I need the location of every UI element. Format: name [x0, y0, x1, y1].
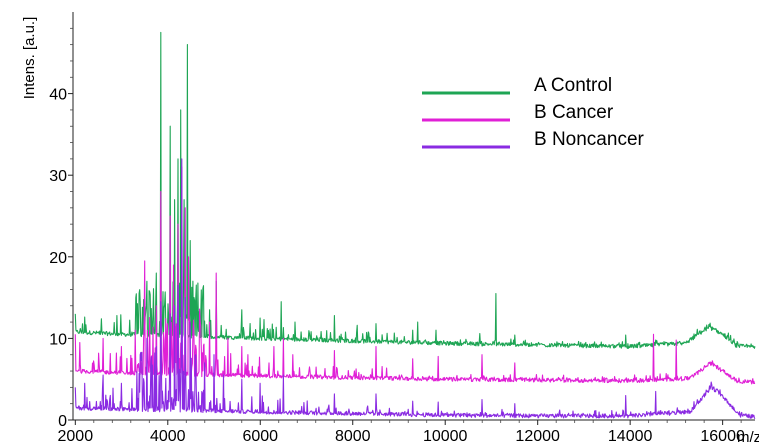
x-tick-label: 14000 [608, 428, 653, 444]
x-tick-label: 4000 [150, 428, 186, 444]
series-line-2 [74, 166, 756, 385]
series-line-3 [74, 158, 756, 420]
x-tick-label: 6000 [242, 428, 278, 444]
legend-label-2: B Cancer [534, 102, 614, 123]
y-tick-label: 10 [49, 331, 67, 348]
y-tick-label: 40 [49, 87, 67, 104]
x-tick-label: 2000 [58, 428, 94, 444]
y-tick-label: 30 [49, 168, 67, 185]
legend-label-1: A Control [534, 75, 612, 96]
x-axis-title: m/z [737, 429, 759, 444]
legend: A Control B Cancer B Noncancer [422, 75, 645, 150]
x-tick-label: 10000 [423, 428, 468, 444]
y-tick-label: 0 [58, 413, 67, 430]
x-tick-label: 12000 [515, 428, 560, 444]
y-tick-label: 20 [49, 250, 67, 267]
legend-label-3: B Noncancer [534, 129, 645, 150]
x-tick-label: 8000 [335, 428, 371, 444]
ticks-layer [68, 27, 742, 425]
x-tick-label: 16000 [700, 428, 745, 444]
axes-layer: 2000 4000 6000 8000 10000 12000 14000 16000 0 10 2… [21, 12, 759, 444]
y-axis-title: Intens. [a.u.] [21, 17, 38, 100]
series-layer [74, 31, 756, 420]
tick-labels-layer: 2000 4000 6000 8000 10000 12000 14000 16000 0 10 2… [49, 87, 745, 444]
